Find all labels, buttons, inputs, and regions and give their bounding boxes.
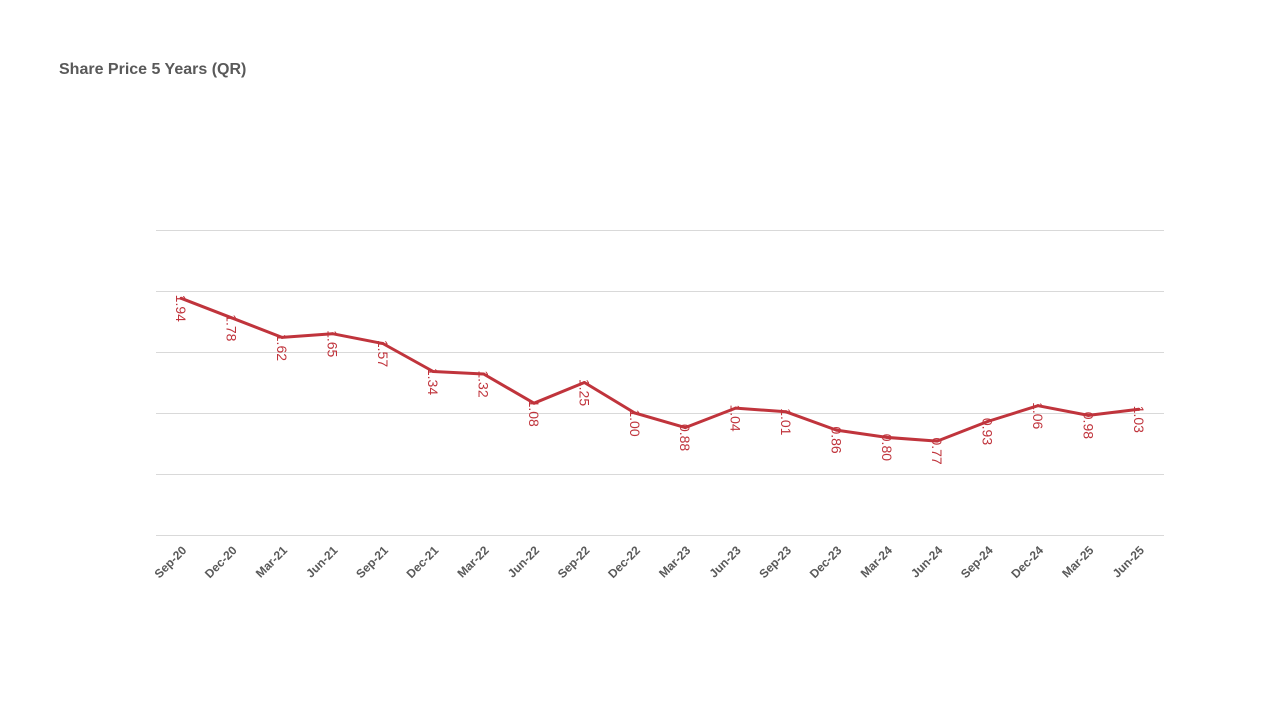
data-point bbox=[532, 401, 536, 405]
data-point bbox=[1036, 404, 1040, 408]
x-tick-label: Jun-23 bbox=[706, 543, 743, 580]
data-point bbox=[683, 426, 687, 430]
data-label: 1.62 bbox=[274, 334, 290, 361]
x-tick-label: Mar-25 bbox=[1059, 543, 1096, 580]
data-label: 1.78 bbox=[224, 314, 240, 341]
data-label: 1.57 bbox=[375, 340, 391, 367]
data-label: 1.08 bbox=[526, 400, 542, 427]
x-axis-ticks: Sep-20 Dec-20 Mar-21 Jun-21 Sep-21 Dec-21 Mar-… bbox=[152, 543, 1148, 581]
series-line bbox=[179, 296, 1141, 443]
data-label: 0.98 bbox=[1080, 412, 1096, 439]
data-label: 1.04 bbox=[728, 404, 744, 431]
x-tick-label: Sep-20 bbox=[152, 543, 190, 581]
data-point bbox=[834, 428, 838, 432]
data-labels: 1.94 1.78 1.62 1.65 1.57 1.34 1.32 1.08 1.25 1.00… bbox=[173, 295, 1147, 465]
data-point bbox=[1086, 413, 1090, 417]
x-tick-label: Sep-24 bbox=[958, 543, 996, 581]
x-tick-label: Mar-21 bbox=[253, 543, 290, 580]
x-tick-label: Jun-22 bbox=[505, 543, 542, 580]
x-tick-label: Dec-20 bbox=[202, 543, 240, 581]
data-label: 1.94 bbox=[173, 295, 189, 322]
data-point bbox=[1137, 407, 1141, 411]
data-label: 1.06 bbox=[1030, 402, 1046, 429]
data-point bbox=[330, 332, 334, 336]
data-point bbox=[734, 406, 738, 410]
x-tick-label: Mar-22 bbox=[454, 543, 491, 580]
data-label: 0.86 bbox=[828, 426, 844, 453]
x-tick-label: Mar-24 bbox=[858, 543, 895, 580]
data-point bbox=[230, 316, 234, 320]
x-tick-label: Mar-23 bbox=[656, 543, 693, 580]
gridlines bbox=[156, 230, 1164, 536]
data-point bbox=[431, 370, 435, 374]
data-label: 0.93 bbox=[980, 418, 996, 445]
x-tick-label: Dec-22 bbox=[605, 543, 643, 581]
data-point bbox=[582, 381, 586, 384]
x-tick-label: Dec-23 bbox=[807, 543, 845, 581]
data-label: 1.32 bbox=[476, 370, 492, 397]
data-point bbox=[482, 372, 486, 376]
data-point bbox=[935, 439, 939, 443]
x-tick-label: Sep-23 bbox=[756, 543, 794, 581]
data-label: 0.88 bbox=[677, 424, 693, 451]
x-tick-label: Sep-21 bbox=[353, 543, 391, 581]
data-label: 1.25 bbox=[576, 379, 592, 406]
data-label: 0.77 bbox=[929, 437, 945, 464]
x-tick-label: Jun-24 bbox=[908, 543, 945, 580]
x-tick-label: Dec-21 bbox=[404, 543, 442, 581]
x-tick-label: Jun-25 bbox=[1110, 543, 1147, 580]
series-layer bbox=[179, 296, 1141, 443]
data-point bbox=[885, 435, 889, 439]
x-tick-label: Jun-21 bbox=[303, 543, 340, 580]
data-label: 1.34 bbox=[425, 368, 441, 395]
data-label: 1.03 bbox=[1131, 406, 1147, 433]
data-point bbox=[381, 341, 385, 345]
data-point bbox=[280, 335, 284, 339]
data-point bbox=[986, 420, 990, 424]
data-label: 1.65 bbox=[324, 330, 340, 357]
x-tick-label: Sep-22 bbox=[555, 543, 593, 581]
chart-title: Share Price 5 Years (QR) bbox=[59, 61, 247, 78]
x-tick-label: Dec-24 bbox=[1008, 543, 1046, 581]
data-point bbox=[784, 410, 788, 414]
data-point bbox=[179, 296, 183, 300]
data-label: 1.00 bbox=[627, 409, 643, 436]
data-point bbox=[633, 411, 637, 415]
data-label: 0.80 bbox=[879, 434, 895, 461]
data-label: 1.01 bbox=[778, 408, 794, 435]
